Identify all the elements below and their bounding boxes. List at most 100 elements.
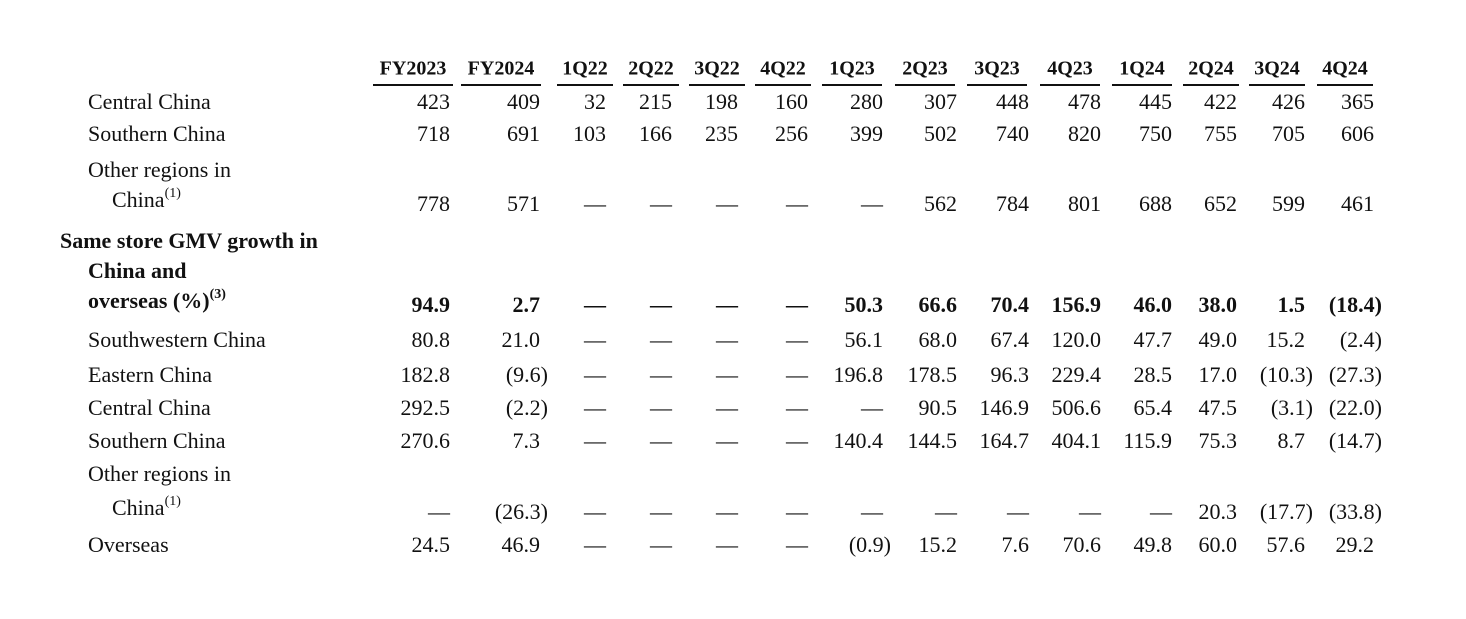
cell-value: 28.5 [1134, 362, 1173, 387]
cell-value: — [427, 499, 451, 524]
cell-value: 445 [1139, 89, 1172, 114]
cell-value: 67.4 [991, 327, 1030, 352]
cell-value: 426 [1272, 89, 1305, 114]
cell-value: — [860, 499, 884, 524]
row-label: China(1) [112, 494, 181, 520]
row-label-text: China [112, 495, 165, 520]
row-label: Central China [88, 395, 211, 420]
cell-value: 599 [1272, 191, 1305, 216]
cell-value: 66.6 [919, 292, 958, 317]
cell-value: — [649, 428, 673, 453]
cell-value: 778 [417, 191, 450, 216]
cell-value: (0.9) [849, 532, 891, 557]
cell-value: (10.3) [1260, 362, 1313, 387]
cell-value: 409 [507, 89, 540, 114]
cell-value: 146.9 [980, 395, 1030, 420]
cell-value: 215 [639, 89, 672, 114]
cell-value: 7.6 [1002, 532, 1030, 557]
cell-value: — [649, 395, 673, 420]
cell-value: 115.9 [1123, 428, 1172, 453]
cell-value: — [785, 292, 809, 317]
cell-value: 399 [850, 121, 883, 146]
row-label-text: Eastern China [88, 362, 212, 387]
cell-value: — [583, 395, 607, 420]
cell-value: (22.0) [1329, 395, 1382, 420]
cell-value: 448 [996, 89, 1029, 114]
cell-value: 57.6 [1267, 532, 1306, 557]
footnote-mark: (1) [165, 186, 182, 201]
row-label: Overseas [88, 532, 169, 557]
cell-value: 164.7 [980, 428, 1030, 453]
cell-value: 423 [417, 89, 450, 114]
row-label-text: Same store GMV growth in [60, 228, 318, 253]
cell-value: 70.4 [991, 292, 1030, 317]
cell-value: — [785, 532, 809, 557]
cell-value: — [649, 191, 673, 216]
row-label-text: Southwestern China [88, 327, 266, 352]
cell-value: 652 [1204, 191, 1237, 216]
cell-value: — [934, 499, 958, 524]
cell-value: 90.5 [919, 395, 958, 420]
cell-value: — [715, 327, 739, 352]
cell-value: — [715, 499, 739, 524]
cell-value: (3.1) [1271, 395, 1313, 420]
column-header: 4Q24 [1322, 58, 1368, 80]
cell-value: 65.4 [1134, 395, 1173, 420]
footnote-mark: (1) [165, 494, 182, 509]
cell-value: — [715, 362, 739, 387]
cell-value: (2.2) [506, 395, 548, 420]
cell-value: — [583, 362, 607, 387]
cell-value: 292.5 [401, 395, 451, 420]
row-label: China and [88, 258, 186, 283]
column-header: FY2024 [468, 58, 535, 80]
column-header: 4Q23 [1047, 58, 1093, 80]
cell-value: 8.7 [1278, 428, 1306, 453]
cell-value: 365 [1341, 89, 1374, 114]
cell-value: — [583, 327, 607, 352]
cell-value: — [715, 292, 739, 317]
cell-value: 691 [507, 121, 540, 146]
cell-value: 47.5 [1199, 395, 1238, 420]
cell-value: 2.7 [513, 292, 541, 317]
cell-value: 156.9 [1052, 292, 1102, 317]
cell-value: — [583, 428, 607, 453]
cell-value: (9.6) [506, 362, 548, 387]
row-label: Central China [88, 89, 211, 114]
cell-value: 740 [996, 121, 1029, 146]
cell-value: — [715, 395, 739, 420]
cell-value: 571 [507, 191, 540, 216]
row-label-text: Other regions in [88, 461, 231, 486]
cell-value: — [583, 532, 607, 557]
cell-value: 166 [639, 121, 672, 146]
cell-value: (18.4) [1329, 292, 1382, 317]
cell-value: 270.6 [401, 428, 451, 453]
cell-value: 68.0 [919, 327, 958, 352]
cell-value: — [785, 327, 809, 352]
cell-value: 60.0 [1199, 532, 1238, 557]
row-label: China(1) [112, 186, 181, 212]
cell-value: — [1149, 499, 1173, 524]
cell-value: — [785, 428, 809, 453]
cell-value: — [715, 428, 739, 453]
column-header: 1Q24 [1119, 58, 1165, 80]
row-label-text: China [112, 187, 165, 212]
cell-value: 140.4 [834, 428, 884, 453]
cell-value: 562 [924, 191, 957, 216]
row-label-text: Southern China [88, 428, 226, 453]
cell-value: 718 [417, 121, 450, 146]
cell-value: — [715, 532, 739, 557]
cell-value: 46.9 [502, 532, 541, 557]
cell-value: 38.0 [1199, 292, 1238, 317]
cell-value: 461 [1341, 191, 1374, 216]
cell-value: — [583, 499, 607, 524]
cell-value: 422 [1204, 89, 1237, 114]
cell-value: (17.7) [1260, 499, 1313, 524]
cell-value: (14.7) [1329, 428, 1382, 453]
cell-value: 103 [573, 121, 606, 146]
cell-value: (2.4) [1340, 327, 1382, 352]
column-header: 2Q22 [628, 58, 674, 80]
column-header: 1Q23 [829, 58, 875, 80]
cell-value: — [649, 327, 673, 352]
cell-value: 404.1 [1052, 428, 1102, 453]
